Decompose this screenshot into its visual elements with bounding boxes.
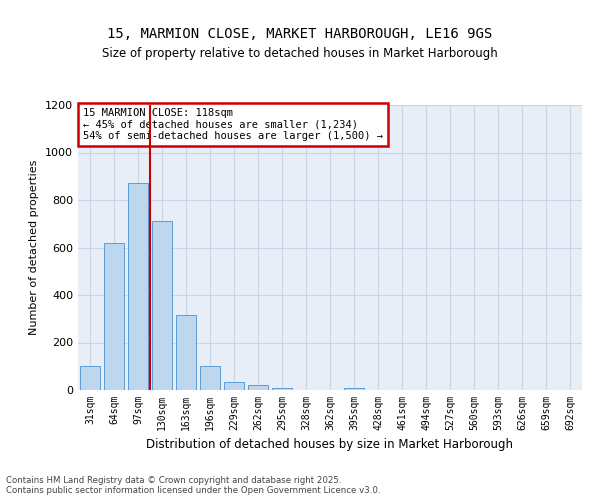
Bar bbox=[176, 315, 196, 390]
Bar bbox=[224, 382, 244, 390]
Bar bbox=[152, 222, 172, 390]
Bar bbox=[248, 385, 268, 390]
Text: 15, MARMION CLOSE, MARKET HARBOROUGH, LE16 9GS: 15, MARMION CLOSE, MARKET HARBOROUGH, LE… bbox=[107, 28, 493, 42]
Text: 15 MARMION CLOSE: 118sqm
← 45% of detached houses are smaller (1,234)
54% of sem: 15 MARMION CLOSE: 118sqm ← 45% of detach… bbox=[83, 108, 383, 141]
Y-axis label: Number of detached properties: Number of detached properties bbox=[29, 160, 40, 335]
Bar bbox=[128, 184, 148, 390]
Text: Size of property relative to detached houses in Market Harborough: Size of property relative to detached ho… bbox=[102, 48, 498, 60]
Bar bbox=[272, 388, 292, 390]
Bar bbox=[104, 243, 124, 390]
Bar bbox=[80, 366, 100, 390]
X-axis label: Distribution of detached houses by size in Market Harborough: Distribution of detached houses by size … bbox=[146, 438, 514, 452]
Bar bbox=[344, 388, 364, 390]
Bar bbox=[200, 366, 220, 390]
Text: Contains HM Land Registry data © Crown copyright and database right 2025.
Contai: Contains HM Land Registry data © Crown c… bbox=[6, 476, 380, 495]
